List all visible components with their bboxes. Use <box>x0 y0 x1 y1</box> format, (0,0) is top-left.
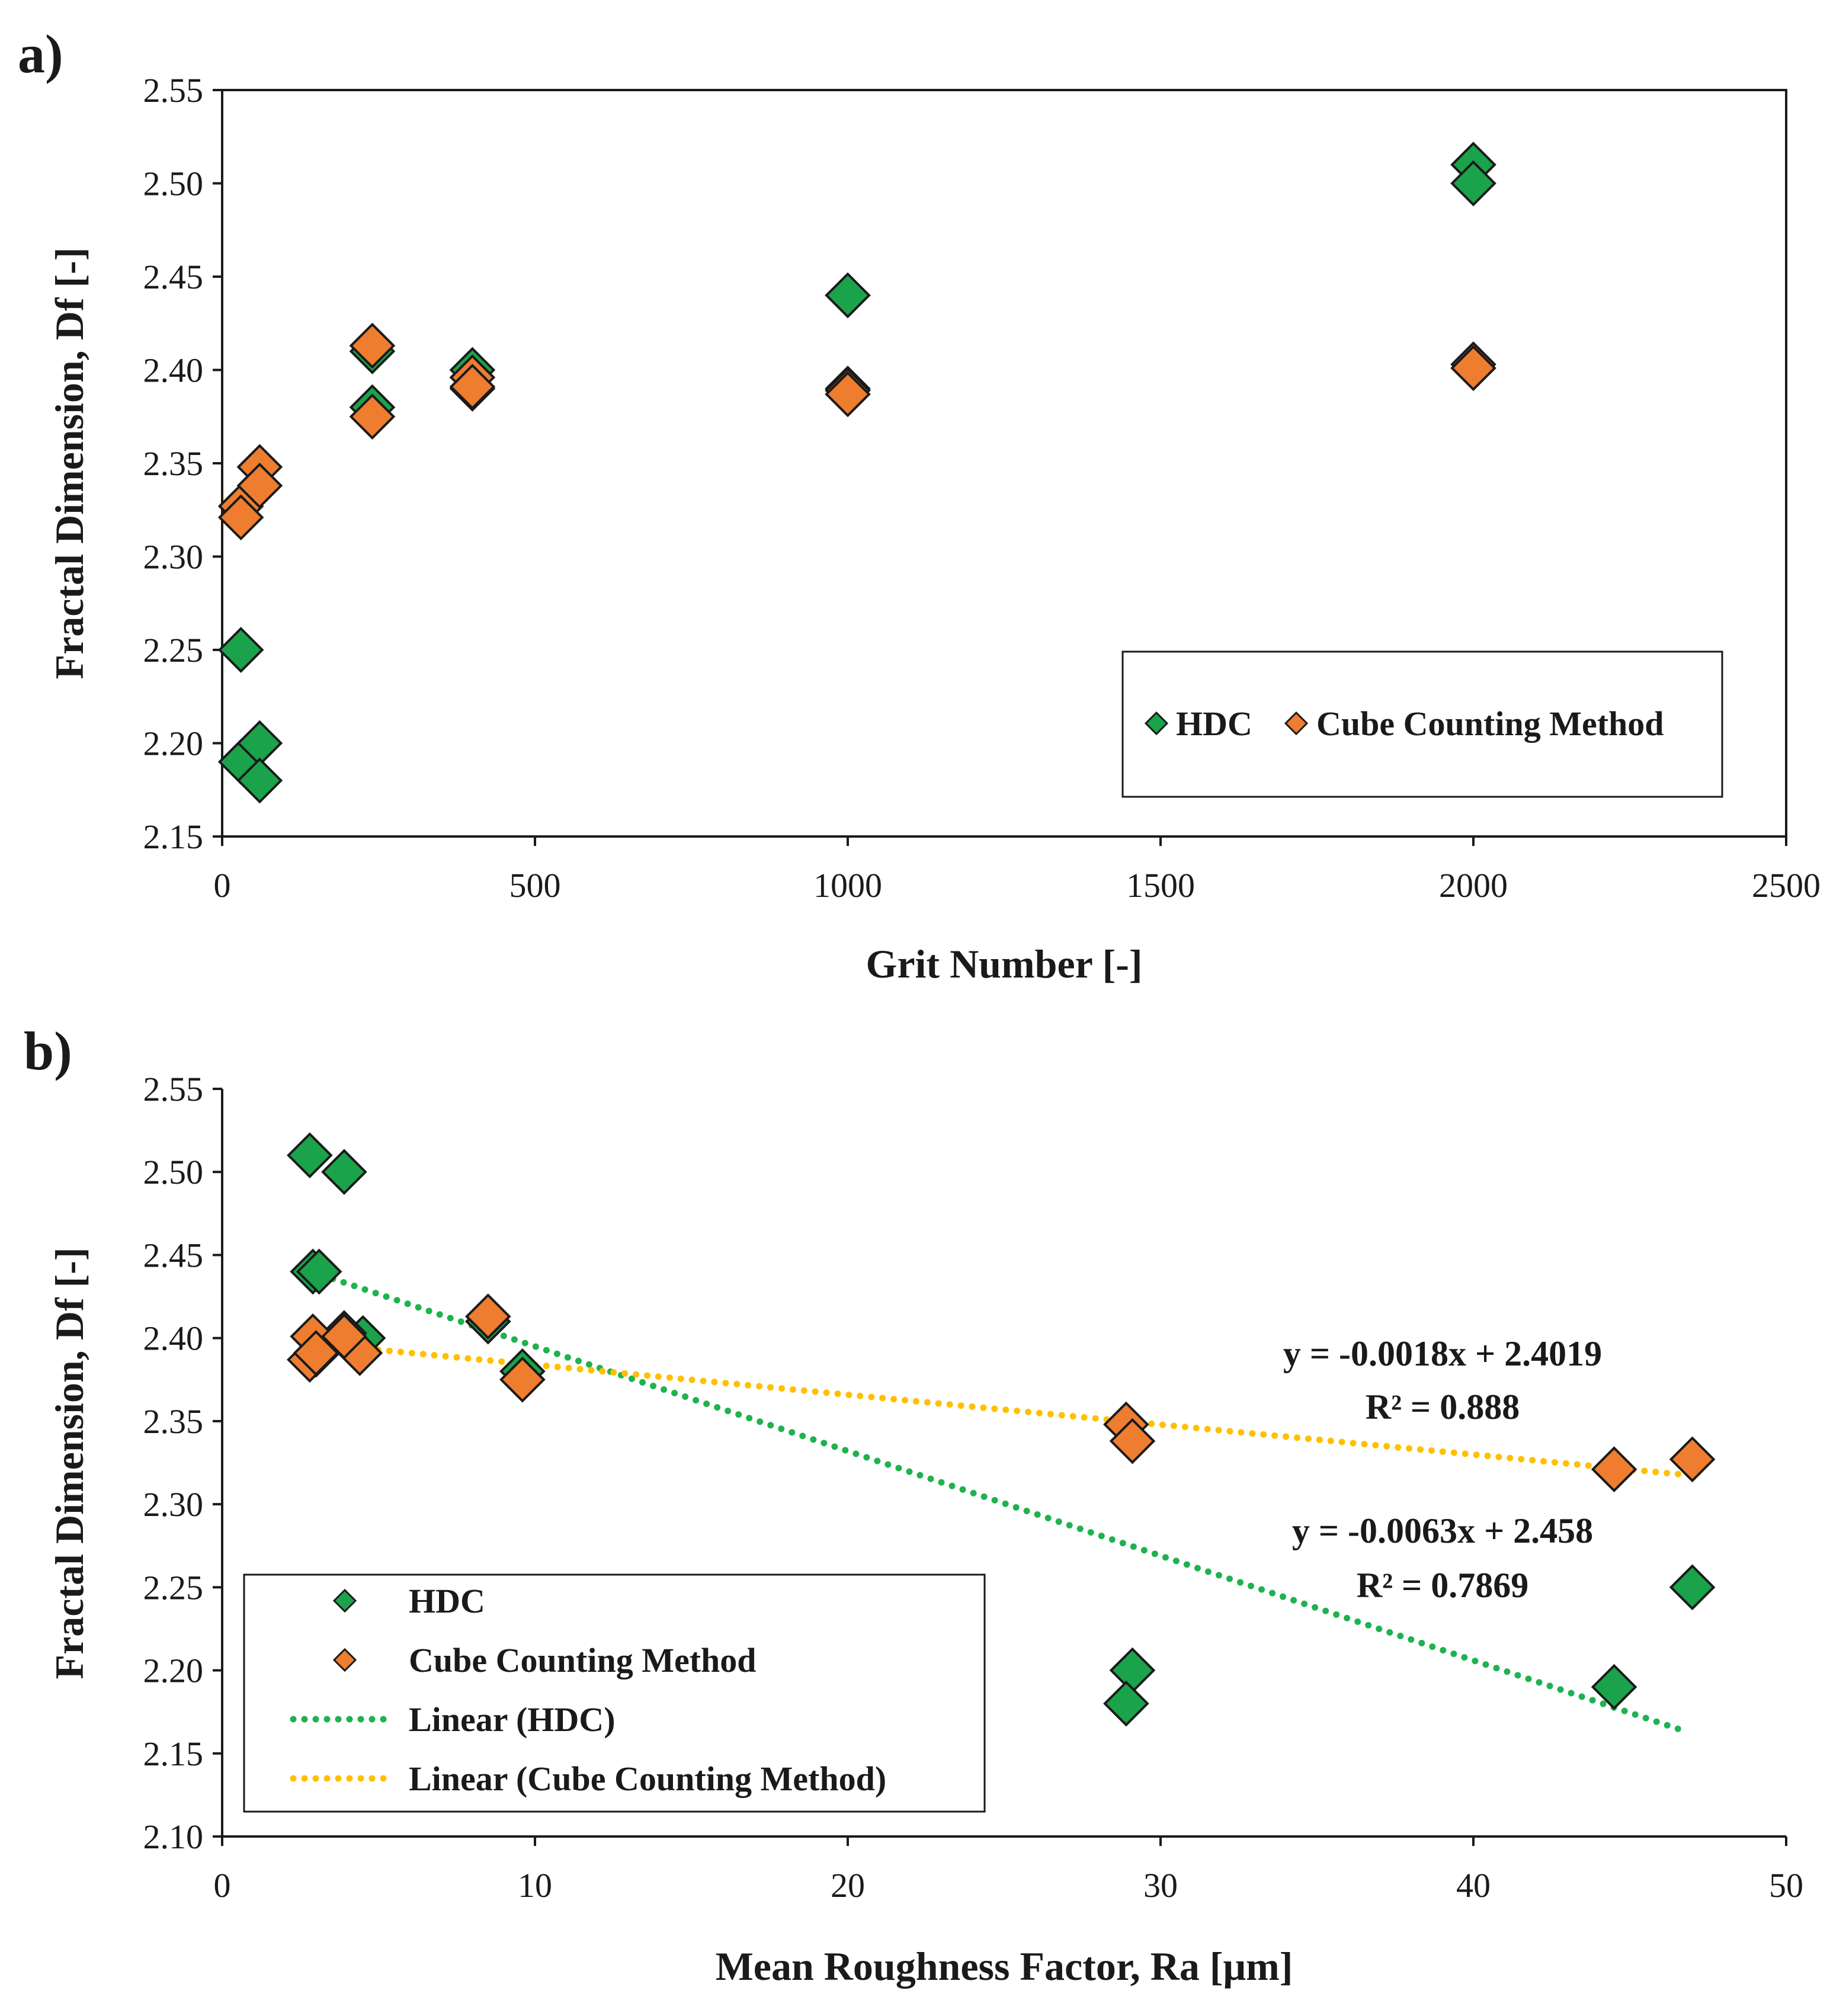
panel-b-hdc-point <box>1109 1647 1156 1694</box>
panel-a-points <box>217 142 1496 804</box>
panel-a-y-tick-label: 2.25 <box>143 631 204 669</box>
panel-a-ccm-point <box>349 322 396 369</box>
panel-a-x-tick-label: 1500 <box>1126 866 1195 905</box>
panel-b-y-tick-label: 2.30 <box>143 1485 204 1524</box>
panel-b-label: b) <box>24 1021 72 1081</box>
panel-b-hdc-point <box>296 1248 342 1295</box>
panel-b-legend-box <box>243 1573 986 1813</box>
panel-b-x-tick-label: 0 <box>214 1866 231 1905</box>
panel-b-x-tick-label: 30 <box>1143 1866 1178 1905</box>
panel-a-x-tick-label: 1000 <box>813 866 882 905</box>
panel-b-y-tick-label: 2.15 <box>143 1735 204 1773</box>
panel-a-y-axis: 2.15 2.20 2.25 2.30 2.35 2.40 2.45 2.50 2.55 <box>143 71 222 856</box>
panel-b-chart: b) 2.102.152.202.252.302.352.402.452.502… <box>24 1021 1803 1989</box>
panel-b-ccm-point <box>1591 1446 1637 1493</box>
panel-b-hdc-point <box>1103 1680 1149 1727</box>
panel-a-y-tick-label: 2.35 <box>143 444 204 483</box>
panel-a-y-tick-label: 2.40 <box>143 351 204 390</box>
panel-b-legend-hdc-label: HDC <box>409 1582 485 1620</box>
trendline-ccm-equation: y = -0.0018x + 2.4019 <box>1283 1334 1602 1373</box>
panel-b-ccm-point <box>293 1330 339 1376</box>
panel-a-ccm-point <box>1450 345 1496 392</box>
panel-a-hdc-point <box>217 627 264 673</box>
panel-b-legend-linear-ccm-label: Linear (Cube Counting Method) <box>409 1759 886 1798</box>
panel-a-hdc-point <box>236 757 283 804</box>
panel-a-ccm-point <box>217 494 264 541</box>
panel-a-x-tick-label: 2000 <box>1439 866 1508 905</box>
panel-b-y-tick-label: 2.10 <box>143 1818 204 1856</box>
panel-b-x-tick-label: 50 <box>1769 1866 1803 1905</box>
panel-a-ccm-point <box>825 371 871 418</box>
panel-b-ccm-point <box>1109 1418 1156 1464</box>
panel-a-legend-box <box>1121 650 1723 798</box>
panel-b-legend-ccm-label: Cube Counting Method <box>409 1641 757 1680</box>
panel-a-x-tick-label: 2500 <box>1752 866 1821 905</box>
panel-a-ccm-point <box>449 364 496 410</box>
panel-a-x-axis: 0 500 1000 1500 2000 2500 <box>214 836 1821 905</box>
legend-cube-counting-marker-icon <box>332 1648 357 1672</box>
legend-cube-counting-marker-icon <box>1284 711 1309 736</box>
panel-a-y-tick-label: 2.50 <box>143 165 204 203</box>
trendline-hdc-r2: R² = 0.7869 <box>1357 1566 1529 1605</box>
panel-a-y-tick-label: 2.30 <box>143 538 204 576</box>
panel-b-y-tick-label: 2.25 <box>143 1568 204 1607</box>
panel-b-ccm-point <box>1669 1436 1716 1483</box>
panel-b-ccm-point <box>321 1313 367 1360</box>
panel-b-ccm-point <box>499 1356 546 1403</box>
trendline-ccm-r2: R² = 0.888 <box>1366 1387 1520 1427</box>
panel-b-trendline-hdc <box>319 1272 1690 1735</box>
panel-b-y-axis-label: Fractal Dimension, Df [-] <box>47 1248 92 1680</box>
panel-b-y-tick-label: 2.45 <box>143 1236 204 1274</box>
panel-a-ccm-point <box>349 393 396 440</box>
legend-hdc-marker-icon <box>1144 711 1169 736</box>
panel-b-y-tick-label: 2.55 <box>143 1070 204 1108</box>
panel-b-hdc-point <box>321 1149 367 1196</box>
panel-b-legend-linear-hdc-label: Linear (HDC) <box>409 1700 616 1739</box>
panel-a-hdc-point <box>1450 160 1496 207</box>
panel-b-y-tick-label: 2.35 <box>143 1402 204 1441</box>
panel-b-hdc-point <box>1669 1564 1716 1611</box>
panel-b-y-tick-label: 2.40 <box>143 1319 204 1358</box>
panel-a-y-tick-label: 2.55 <box>143 71 204 110</box>
panel-a-legend-ccm-label: Cube Counting Method <box>1316 704 1664 743</box>
panel-b-trendline-ccm <box>319 1341 1690 1479</box>
panel-a-y-tick-label: 2.45 <box>143 258 204 296</box>
panel-b-trendlines <box>319 1272 1690 1735</box>
panel-b-hdc-point <box>1591 1664 1637 1710</box>
panel-a-ccm-point <box>236 462 283 509</box>
panel-a-legend-hdc-label: HDC <box>1176 704 1252 743</box>
panel-b-x-axis: 0 10 20 30 40 50 <box>214 1836 1803 1905</box>
panel-b-y-tick-label: 2.50 <box>143 1153 204 1191</box>
panel-b-y-axis: 2.10 2.15 2.20 2.25 2.30 2.35 2.40 2.45 2.50 2.55 <box>143 1070 222 1856</box>
panel-a-y-tick-label: 2.20 <box>143 725 204 763</box>
panel-a-label: a) <box>18 24 63 84</box>
panel-a-hdc-point <box>825 272 871 319</box>
trendline-hdc-equation: y = -0.0063x + 2.458 <box>1292 1511 1593 1550</box>
panel-b-x-tick-label: 10 <box>518 1866 552 1905</box>
panel-a-y-tick-label: 2.15 <box>143 818 204 856</box>
panel-b-legend: HDC Cube Counting Method Linear (HDC) Li… <box>243 1573 986 1813</box>
panel-b-hdc-point <box>287 1132 333 1179</box>
panel-b-x-axis-label: Mean Roughness Factor, Ra [μm] <box>716 1944 1293 1989</box>
panel-b-y-tick-label: 2.20 <box>143 1652 204 1690</box>
panel-a-y-axis-label: Fractal Dimension, Df [-] <box>47 248 92 680</box>
panel-a-legend: HDC Cube Counting Method <box>1121 650 1723 798</box>
panel-b-x-tick-label: 20 <box>831 1866 865 1905</box>
panel-a-x-axis-label: Grit Number [-] <box>866 941 1142 986</box>
panel-a-x-tick-label: 0 <box>214 866 231 905</box>
panel-a-chart: a) 2.152.202.252.302.352.402.452.502.55 … <box>18 24 1821 986</box>
panel-b-x-tick-label: 40 <box>1456 1866 1491 1905</box>
legend-hdc-marker-icon <box>332 1588 357 1613</box>
panel-a-x-tick-label: 500 <box>509 866 561 905</box>
panel-b-points <box>287 1132 1716 1727</box>
panel-b-ccm-point <box>464 1293 511 1340</box>
